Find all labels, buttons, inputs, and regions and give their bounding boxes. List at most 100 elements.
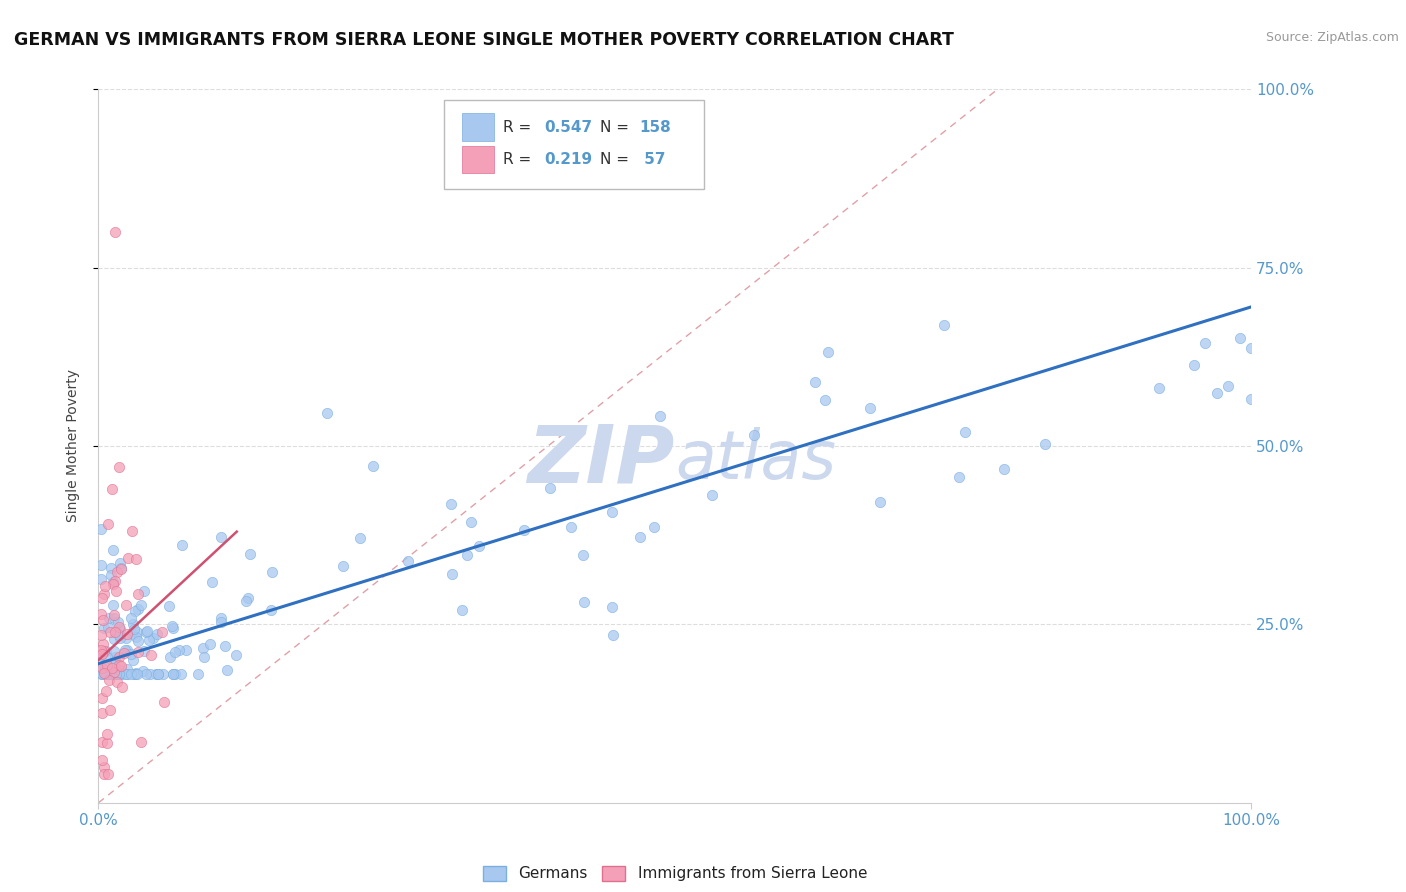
Point: [643, 520, 665, 534]
Point: [108, 657, 131, 672]
Point: [103, 577, 125, 591]
Point: [105, 667, 128, 681]
Point: [162, 667, 184, 681]
Point: [440, 566, 463, 581]
Point: [120, 647, 142, 661]
Point: [94, 667, 117, 681]
Point: [101, 482, 124, 496]
Point: [600, 505, 623, 519]
Point: [193, 650, 215, 665]
Point: [103, 643, 125, 657]
Point: [96, 667, 118, 681]
Point: [115, 667, 138, 681]
Point: [124, 604, 146, 618]
Bar: [461, 145, 494, 173]
Text: Source: ZipAtlas.com: Source: ZipAtlas.com: [1265, 31, 1399, 45]
Point: [602, 628, 624, 642]
Point: [103, 667, 125, 681]
Point: [98, 667, 121, 681]
Point: [742, 428, 765, 442]
Point: [101, 661, 124, 675]
Point: [115, 598, 138, 612]
Point: [451, 603, 474, 617]
Point: [170, 539, 193, 553]
Point: [129, 598, 152, 612]
Point: [803, 375, 825, 389]
Point: [163, 645, 186, 659]
Point: [91, 667, 114, 681]
Point: [114, 631, 136, 645]
Point: [132, 644, 155, 658]
Point: [136, 624, 159, 638]
Point: [110, 562, 132, 576]
Point: [117, 627, 139, 641]
Point: [120, 667, 142, 681]
Point: [100, 667, 122, 681]
Point: [145, 626, 167, 640]
Point: [104, 667, 127, 681]
Point: [200, 637, 222, 651]
Point: [91, 667, 114, 681]
Point: [214, 640, 236, 654]
Point: [114, 642, 136, 657]
Point: [121, 524, 143, 538]
Point: [163, 667, 186, 681]
Point: [127, 633, 149, 648]
Point: [101, 542, 124, 557]
Point: [162, 618, 184, 632]
Point: [97, 620, 120, 634]
Point: [332, 558, 354, 573]
Point: [260, 603, 283, 617]
Point: [91, 735, 114, 749]
Point: [93, 667, 115, 681]
Point: [1229, 331, 1251, 345]
FancyBboxPatch shape: [444, 100, 704, 189]
Point: [152, 695, 174, 709]
Point: [103, 665, 125, 680]
Point: [1194, 335, 1216, 350]
Point: [103, 608, 125, 623]
Point: [948, 470, 970, 484]
Point: [98, 624, 121, 639]
Point: [122, 622, 145, 636]
Point: [628, 530, 651, 544]
Point: [191, 640, 214, 655]
Point: [127, 667, 149, 681]
Point: [90, 661, 112, 675]
Legend: Germans, Immigrants from Sierra Leone: Germans, Immigrants from Sierra Leone: [477, 860, 873, 888]
Point: [93, 767, 115, 781]
Point: [90, 591, 112, 605]
Text: atlas: atlas: [675, 427, 837, 493]
Point: [349, 531, 371, 545]
Point: [993, 462, 1015, 476]
Point: [700, 488, 723, 502]
Point: [600, 600, 623, 615]
Text: R =: R =: [503, 120, 536, 135]
Text: N =: N =: [600, 152, 634, 167]
Point: [98, 667, 121, 681]
Point: [98, 673, 121, 688]
Point: [152, 667, 174, 681]
Point: [101, 575, 124, 590]
Point: [513, 523, 536, 537]
Point: [361, 458, 384, 473]
Point: [90, 607, 112, 622]
Point: [91, 667, 114, 681]
Point: [127, 645, 149, 659]
Point: [114, 667, 136, 681]
Point: [93, 587, 115, 601]
Point: [100, 568, 122, 582]
Point: [238, 547, 260, 561]
Point: [90, 628, 112, 642]
Point: [540, 481, 562, 495]
Point: [150, 625, 173, 640]
Point: [1240, 392, 1263, 406]
Point: [174, 643, 197, 657]
Point: [129, 735, 152, 749]
Point: [162, 622, 184, 636]
Point: [93, 760, 115, 774]
Text: R =: R =: [503, 152, 536, 167]
Point: [124, 667, 146, 681]
Point: [104, 660, 127, 674]
Point: [124, 552, 146, 566]
